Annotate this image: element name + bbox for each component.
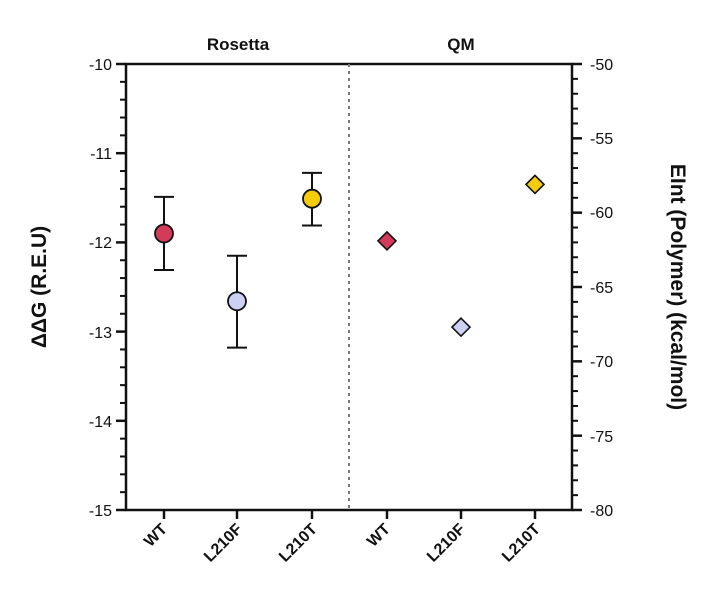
data-point-rosetta-l210f bbox=[227, 291, 247, 312]
left-tick-label: -12 bbox=[89, 235, 112, 252]
right-tick-label: -50 bbox=[590, 57, 613, 74]
left-tick-label: -14 bbox=[89, 414, 112, 431]
data-point-qm-l210t bbox=[524, 174, 546, 195]
axis-ticks bbox=[116, 62, 582, 519]
data-point-qm-l210f bbox=[450, 317, 472, 338]
right-axis-title: EInt (Polymer) (kcal/mol) bbox=[666, 164, 689, 410]
data-point-qm-wt bbox=[376, 230, 398, 252]
category-label-qm-wt: WT bbox=[364, 521, 394, 551]
right-axis: -50 -55 -60 -65 -70 -75 -80 bbox=[590, 57, 613, 520]
left-axis: -10 -11 -12 -13 -14 -15 bbox=[89, 57, 112, 520]
category-label-qm-l210t: L210T bbox=[499, 521, 544, 566]
right-tick-label: -60 bbox=[590, 205, 613, 222]
left-axis-title: ΔΔG (R.E.U) bbox=[28, 226, 51, 348]
left-tick-label: -15 bbox=[89, 503, 112, 520]
panel-label-qm: QM bbox=[447, 35, 474, 54]
left-tick-label: -10 bbox=[89, 57, 112, 74]
right-tick-label: -70 bbox=[590, 354, 613, 371]
left-tick-label: -11 bbox=[90, 146, 112, 163]
panel-label-rosetta: Rosetta bbox=[207, 35, 270, 54]
right-tick-label: -80 bbox=[590, 503, 613, 520]
right-tick-label: -65 bbox=[590, 280, 613, 297]
data-marks bbox=[154, 171, 546, 349]
category-label-rosetta-l210t: L210T bbox=[276, 521, 321, 566]
category-label-rosetta-l210f: L210F bbox=[201, 521, 246, 566]
category-label-rosetta-wt: WT bbox=[141, 521, 171, 551]
right-tick-label: -75 bbox=[590, 429, 613, 446]
data-point-rosetta-l210t bbox=[302, 188, 322, 209]
left-tick-label: -13 bbox=[89, 325, 112, 342]
right-tick-label: -55 bbox=[590, 131, 613, 148]
category-label-qm-l210f: L210F bbox=[424, 521, 469, 566]
x-axis: WT L210F L210T WT L210F L210T bbox=[141, 521, 544, 566]
data-point-rosetta-wt bbox=[154, 223, 174, 244]
